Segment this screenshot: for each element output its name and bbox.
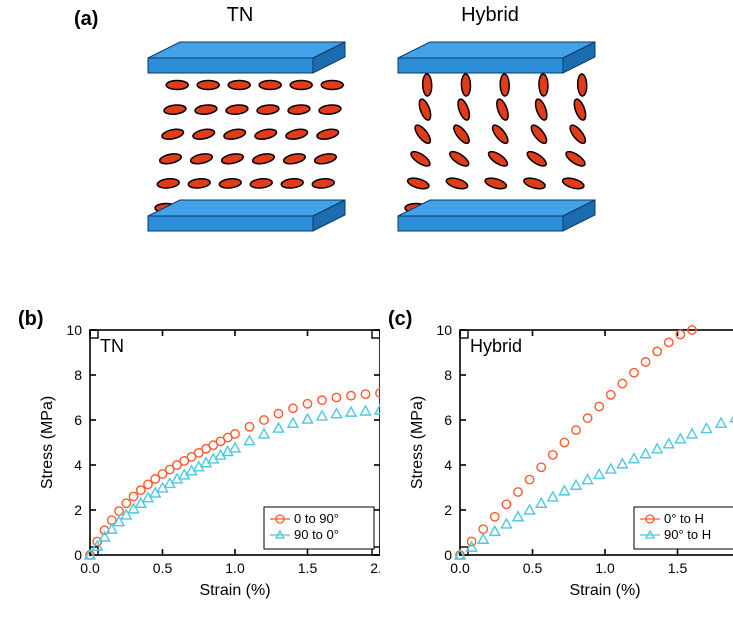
svg-text:90° to H: 90° to H	[664, 527, 711, 542]
svg-text:4: 4	[444, 457, 452, 473]
tn-diagram	[130, 30, 360, 260]
svg-text:10: 10	[66, 322, 82, 338]
svg-text:0.5: 0.5	[523, 560, 543, 576]
svg-text:90 to 0°: 90 to 0°	[294, 527, 339, 542]
svg-text:8: 8	[74, 367, 82, 383]
svg-text:8: 8	[444, 367, 452, 383]
svg-text:TN: TN	[100, 336, 124, 356]
svg-text:6: 6	[444, 412, 452, 428]
hybrid-title: Hybrid	[440, 4, 540, 27]
chart-c: 0.00.51.01.52.00246810Strain (%)Stress (…	[400, 320, 733, 610]
figure-page: (a) TN Hybrid (b) 0.00.51.01.52.00246810…	[0, 0, 733, 627]
svg-text:1.5: 1.5	[668, 560, 688, 576]
svg-text:1.0: 1.0	[595, 560, 615, 576]
svg-text:0.0: 0.0	[450, 560, 470, 576]
svg-text:Stress (MPa): Stress (MPa)	[409, 396, 426, 489]
svg-text:2.0: 2.0	[370, 560, 380, 576]
svg-text:0° to H: 0° to H	[664, 511, 704, 526]
svg-text:2: 2	[74, 502, 82, 518]
svg-text:10: 10	[436, 322, 452, 338]
svg-text:Hybrid: Hybrid	[470, 336, 522, 356]
svg-text:1.0: 1.0	[225, 560, 245, 576]
svg-text:Strain (%): Strain (%)	[199, 582, 270, 599]
svg-text:Strain (%): Strain (%)	[569, 582, 640, 599]
svg-text:0: 0	[74, 547, 82, 563]
svg-text:0 to 90°: 0 to 90°	[294, 511, 339, 526]
svg-text:0.5: 0.5	[153, 560, 173, 576]
svg-text:0: 0	[444, 547, 452, 563]
tn-title: TN	[200, 4, 280, 27]
svg-text:2: 2	[444, 502, 452, 518]
panel-a-label: (a)	[74, 8, 98, 31]
svg-text:1.5: 1.5	[298, 560, 318, 576]
svg-text:0.0: 0.0	[80, 560, 100, 576]
chart-b: 0.0 0.5 1.0 1.5 2.0 0 2 4 6 8 10 Strain (%) Stress (…	[30, 320, 380, 610]
hybrid-diagram	[380, 30, 610, 260]
svg-text:4: 4	[74, 457, 82, 473]
svg-text:Stress (MPa): Stress (MPa)	[39, 396, 56, 489]
svg-text:6: 6	[74, 412, 82, 428]
